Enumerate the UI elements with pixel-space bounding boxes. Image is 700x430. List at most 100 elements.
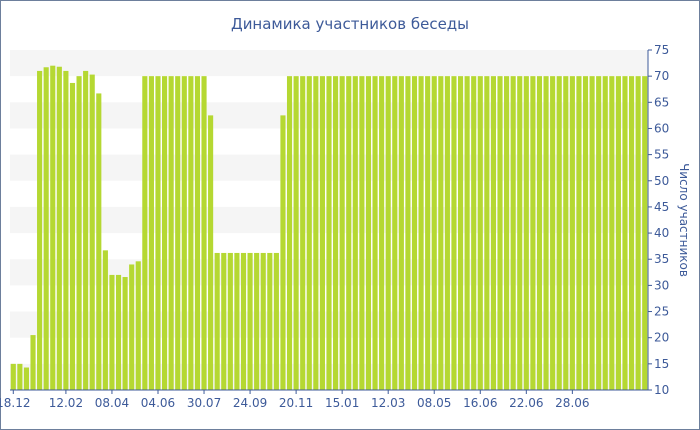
- x-tick-label: 28.06: [555, 396, 589, 410]
- y-tick-label: 35: [654, 252, 669, 266]
- chart-title: Динамика участников беседы: [231, 15, 469, 33]
- x-tick-label: 22.06: [509, 396, 543, 410]
- bar: [635, 76, 641, 391]
- bar: [490, 76, 496, 391]
- y-tick-label: 20: [654, 331, 669, 345]
- bar: [89, 74, 95, 390]
- x-tick-label: 16.06: [463, 396, 497, 410]
- bar: [50, 65, 56, 390]
- x-tick-label: 20.11: [279, 396, 313, 410]
- bar: [438, 76, 444, 391]
- bar: [339, 76, 345, 391]
- bar: [333, 76, 339, 391]
- x-tick-label: 18.12: [0, 396, 30, 410]
- bar: [642, 76, 648, 391]
- bar: [247, 252, 253, 390]
- x-tick-label: 12.02: [49, 396, 83, 410]
- x-tick-label: 08.05: [417, 396, 451, 410]
- x-tick-label: 15.01: [325, 396, 359, 410]
- bar: [576, 76, 582, 391]
- bar: [563, 76, 569, 391]
- bar: [30, 335, 36, 390]
- bar: [405, 76, 411, 391]
- bar: [609, 76, 615, 391]
- bar: [181, 76, 187, 391]
- y-axis-label: Число участников: [677, 163, 691, 277]
- bar: [569, 76, 575, 391]
- bar: [517, 76, 523, 391]
- bar: [214, 252, 220, 390]
- bar: [628, 76, 635, 391]
- bar: [457, 76, 464, 391]
- bar: [129, 264, 135, 390]
- y-axis: 10 15 20 25 30 35 40 45 50 55 60 65 70 75: [647, 43, 669, 397]
- bar: [56, 66, 62, 391]
- bar: [326, 76, 332, 391]
- bar: [365, 76, 372, 391]
- bar: [96, 93, 102, 391]
- y-tick-label: 45: [654, 200, 669, 214]
- bar: [431, 76, 437, 391]
- y-tick-label: 70: [654, 69, 669, 83]
- bar: [155, 76, 161, 391]
- y-tick-label: 65: [654, 95, 669, 109]
- y-tick-label: 55: [654, 148, 669, 162]
- bar: [411, 76, 418, 391]
- bar: [556, 76, 562, 391]
- bar: [17, 363, 23, 390]
- y-tick-label: 50: [654, 174, 669, 188]
- bar: [523, 76, 529, 391]
- bar: [194, 76, 201, 391]
- bar: [398, 76, 404, 391]
- bar: [63, 70, 69, 391]
- bar: [346, 76, 352, 391]
- bar: [300, 76, 306, 391]
- bar: [385, 76, 391, 391]
- bar: [510, 76, 516, 391]
- bar: [543, 76, 549, 391]
- bar: [168, 76, 174, 391]
- bar: [109, 274, 115, 390]
- bar: [464, 76, 470, 391]
- bar: [254, 252, 260, 390]
- bar: [425, 76, 431, 391]
- bar: [23, 367, 30, 390]
- bars: [10, 65, 648, 391]
- bar: [135, 261, 141, 390]
- x-axis: 18.12 12.02 08.04 04.06 30.07 24.09 20.11 15.01…: [0, 389, 648, 410]
- y-tick-label: 10: [654, 383, 669, 397]
- bar: [83, 70, 89, 391]
- bar: [221, 252, 227, 390]
- bar: [76, 76, 82, 391]
- bar: [162, 76, 168, 391]
- bar: [477, 76, 483, 391]
- bar: [602, 76, 608, 391]
- bar: [273, 252, 279, 390]
- bar: [536, 76, 543, 391]
- y-tick-label: 30: [654, 278, 669, 292]
- x-tick-label: 24.09: [233, 396, 267, 410]
- bar: [260, 252, 266, 390]
- bar: [293, 76, 299, 391]
- bar: [306, 76, 312, 391]
- bar: [286, 76, 293, 391]
- bar: [319, 76, 325, 391]
- bar: [418, 76, 424, 391]
- bar: [497, 76, 503, 391]
- bar: [69, 82, 76, 390]
- bar: [201, 76, 207, 391]
- bar: [530, 76, 536, 391]
- bar: [313, 76, 319, 391]
- y-tick-label: 15: [654, 357, 669, 371]
- bar: [372, 76, 378, 391]
- bar: [43, 67, 49, 390]
- bar: [589, 76, 595, 391]
- bar: [615, 76, 621, 391]
- y-tick-label: 60: [654, 121, 669, 135]
- bar: [359, 76, 365, 391]
- bar: [122, 277, 128, 390]
- bar: [10, 363, 16, 390]
- bar: [37, 70, 43, 391]
- bar: [392, 76, 398, 391]
